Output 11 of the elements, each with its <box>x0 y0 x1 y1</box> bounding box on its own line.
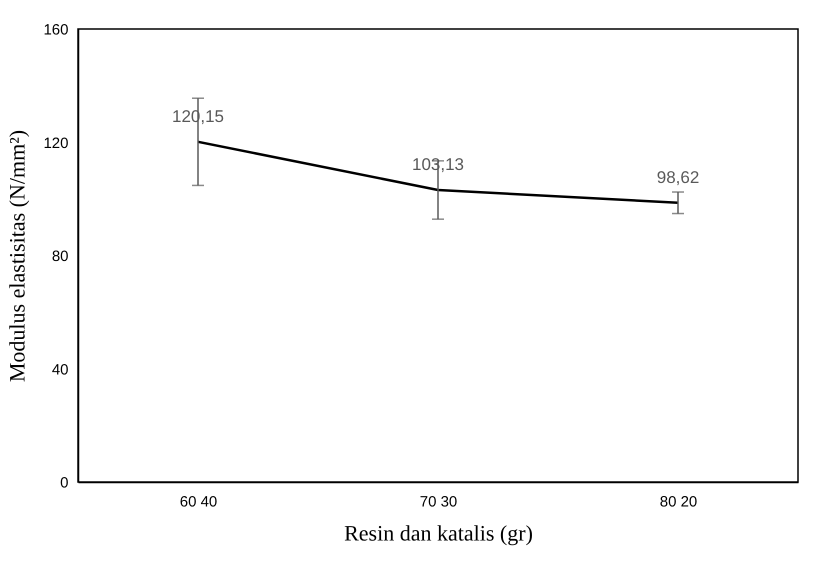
y-tick-label: 40 <box>52 361 68 378</box>
x-tick-label: 70 30 <box>420 494 458 510</box>
y-tick-label: 0 <box>60 474 68 492</box>
x-axis-title: Resin dan katalis (gr) <box>344 520 533 546</box>
x-tick-label: 60 40 <box>180 494 218 510</box>
y-axis-title: Modulus elastisitas (N/mm²) <box>4 130 30 382</box>
y-tick-label: 160 <box>43 22 68 38</box>
y-tick-label: 80 <box>52 248 68 265</box>
data-label: 98,62 <box>656 168 700 187</box>
y-tick-label: 120 <box>43 134 68 152</box>
x-tick-label: 80 20 <box>660 494 698 510</box>
